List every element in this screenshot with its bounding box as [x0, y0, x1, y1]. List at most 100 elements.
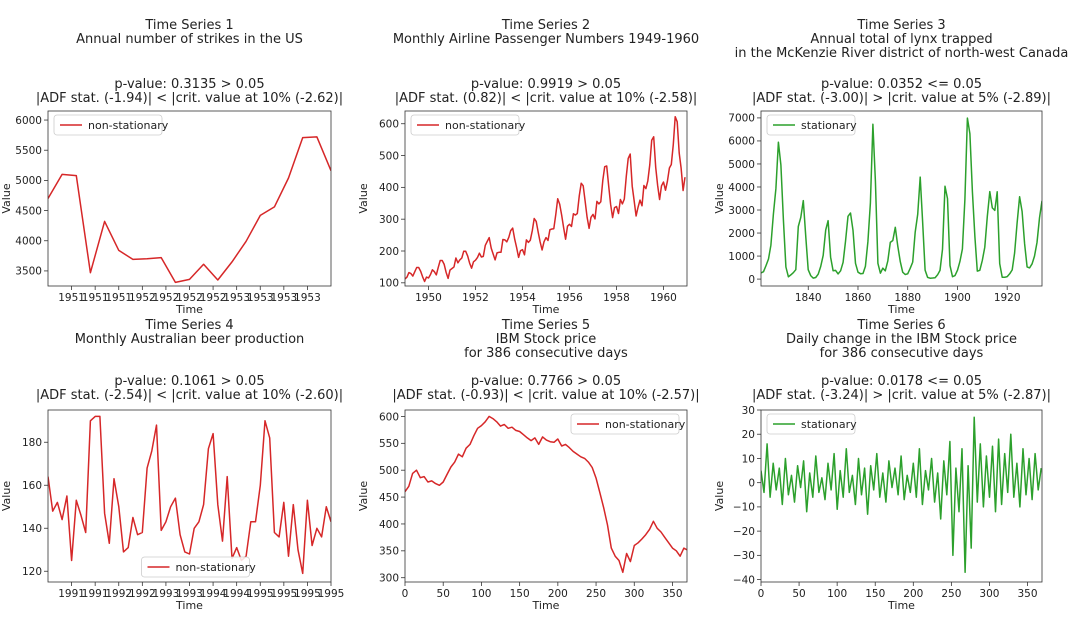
x-tick-label: 1994	[200, 588, 227, 600]
legend: stationary	[766, 114, 857, 136]
x-tick-label: 1991	[58, 588, 85, 600]
y-tick-label: 4500	[15, 205, 42, 217]
adf-stat-text: |ADF stat. (-3.24)| > |crit. value at 5%…	[752, 388, 1051, 403]
x-tick-label: 1952	[462, 292, 489, 304]
y-tick-label: 7000	[728, 113, 755, 125]
x-tick-label: 1953	[294, 292, 321, 304]
x-tick-label: 1953	[247, 292, 274, 304]
x-tick-label: 1952	[200, 292, 227, 304]
legend-box	[766, 114, 856, 136]
x-tick-label: 200	[903, 588, 923, 600]
x-tick-label: 1953	[223, 292, 250, 304]
x-axis-label: Time	[532, 303, 560, 316]
x-tick-label: 50	[792, 588, 805, 600]
y-tick-label: 5000	[728, 159, 755, 171]
y-tick-label: 4000	[15, 236, 42, 248]
y-tick-label: 0	[748, 274, 755, 286]
chart-subtitle: Annual total of lynx trapped	[810, 32, 992, 47]
adf-stat-text: |ADF stat. (-3.00)| > |crit. value at 5%…	[752, 91, 1051, 106]
legend-label: non-stationary	[176, 561, 257, 574]
x-tick-label: 1991	[82, 588, 109, 600]
y-tick-label: 0	[748, 477, 755, 489]
chart-title: Time Series 5	[501, 318, 590, 333]
y-tick-label: 600	[379, 119, 399, 131]
legend: non-stationary	[410, 114, 526, 136]
chart-subtitle: for 386 consecutive days	[464, 346, 628, 361]
y-tick-label: 30	[742, 405, 755, 417]
x-tick-label: 1952	[153, 292, 180, 304]
y-tick-label: 180	[22, 437, 42, 449]
y-tick-label: 400	[379, 182, 399, 194]
x-tick-label: 1960	[650, 292, 677, 304]
y-tick-label: 160	[22, 480, 42, 492]
y-tick-label: 20	[742, 429, 755, 441]
legend-label: non-stationary	[605, 418, 686, 431]
y-tick-label: −30	[733, 550, 755, 562]
y-tick-label: 3500	[15, 266, 42, 278]
x-tick-label: 1952	[129, 292, 156, 304]
plot-frame	[47, 110, 332, 287]
adf-stat-text: |ADF stat. (-2.54)| < |crit. value at 10…	[36, 388, 343, 403]
x-tick-label: 200	[548, 588, 568, 600]
legend-box	[570, 413, 680, 435]
y-tick-label: 200	[379, 246, 399, 258]
chart-subtitle: Monthly Airline Passenger Numbers 1949-1…	[393, 32, 699, 47]
series-line	[405, 415, 687, 574]
x-tick-label: 300	[624, 588, 644, 600]
y-tick-label: 100	[379, 278, 399, 290]
chart-subtitle: IBM Stock price	[496, 332, 597, 347]
y-tick-label: 600	[379, 411, 399, 423]
chart-title: Time Series 2	[501, 18, 590, 33]
p-value-text: p-value: 0.1061 > 0.05	[114, 374, 264, 389]
chart-title: Time Series 6	[856, 318, 945, 333]
series-line	[761, 416, 1042, 574]
x-tick-label: 1840	[795, 292, 822, 304]
legend-label: non-stationary	[88, 119, 169, 132]
y-tick-label: −20	[733, 526, 755, 538]
x-tick-label: 1995	[247, 588, 274, 600]
legend: non-stationary	[570, 413, 686, 435]
y-axis-label: Value	[713, 481, 726, 511]
y-tick-label: 2000	[728, 228, 755, 240]
x-axis-label: Time	[887, 303, 915, 316]
x-tick-label: 1956	[556, 292, 583, 304]
p-value-text: p-value: 0.9919 > 0.05	[471, 77, 621, 92]
legend-box	[410, 114, 520, 136]
y-tick-label: 140	[22, 523, 42, 535]
x-tick-label: 350	[662, 588, 682, 600]
x-tick-label: 1995	[270, 588, 297, 600]
p-value-text: p-value: 0.3135 > 0.05	[114, 77, 264, 92]
x-tick-label: 1995	[318, 588, 345, 600]
x-tick-label: 100	[471, 588, 491, 600]
x-tick-label: 1954	[509, 292, 536, 304]
y-axis-label: Value	[357, 481, 370, 511]
y-tick-label: 4000	[728, 182, 755, 194]
legend-box	[766, 413, 856, 435]
y-tick-label: 120	[22, 566, 42, 578]
p-value-text: p-value: 0.0352 <= 0.05	[821, 77, 982, 92]
chart-subtitle: for 386 consecutive days	[820, 346, 984, 361]
legend: non-stationary	[141, 556, 257, 578]
chart-title: Time Series 4	[144, 318, 233, 333]
x-tick-label: 350	[1018, 588, 1038, 600]
legend: non-stationary	[53, 114, 169, 136]
chart-subtitle: Daily change in the IBM Stock price	[786, 332, 1017, 347]
x-tick-label: 1951	[58, 292, 85, 304]
x-tick-label: 1953	[270, 292, 297, 304]
legend-label: stationary	[801, 119, 857, 132]
y-tick-label: 5000	[15, 175, 42, 187]
series-line	[405, 115, 686, 283]
y-axis-label: Value	[0, 481, 13, 511]
y-tick-label: 6000	[15, 115, 42, 127]
legend-box	[53, 114, 163, 136]
series-line	[761, 117, 1042, 279]
chart-subtitle: Monthly Australian beer production	[75, 332, 305, 347]
y-tick-label: 550	[379, 438, 399, 450]
adf-stat-text: |ADF stat. (0.82)| < |crit. value at 10%…	[395, 91, 698, 106]
y-axis-label: Value	[713, 183, 726, 213]
x-tick-label: 300	[979, 588, 999, 600]
legend-label: stationary	[801, 418, 857, 431]
